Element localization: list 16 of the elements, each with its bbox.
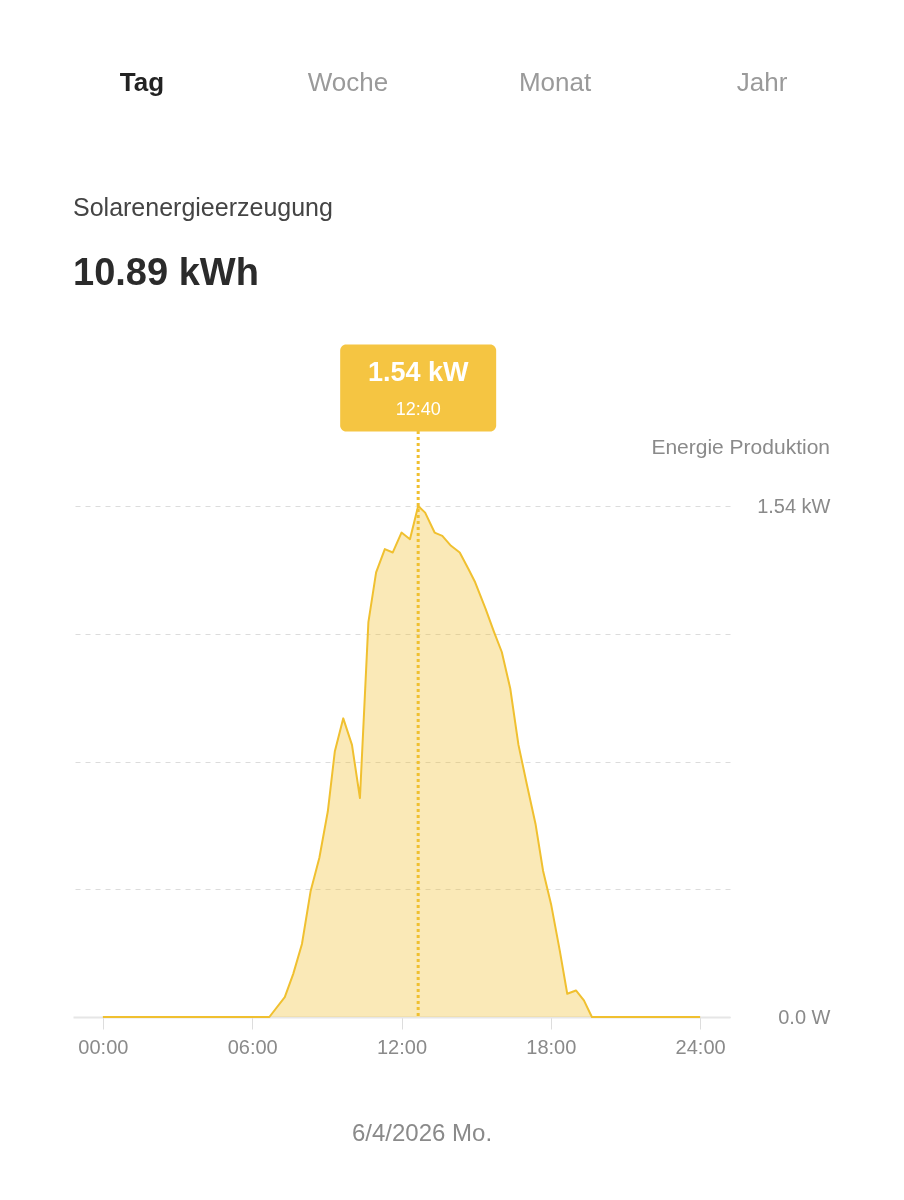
text: Tag [119, 67, 165, 97]
x-tick-label: 18:00 [526, 1035, 577, 1058]
text: Woche [307, 67, 389, 97]
chart-subtitle: 10.89 kWh [73, 251, 259, 293]
chart-title: Solarenergieerzeugung [73, 193, 333, 221]
text: Jahr [736, 67, 788, 97]
x-tick-label: 00:00 [78, 1035, 129, 1058]
x-tick-label: 12:00 [376, 1035, 428, 1058]
x-tick-label: 24:00 [675, 1035, 726, 1058]
text: 1.54 kW [367, 357, 469, 387]
text: 6/4/2026 Mo. [351, 1119, 493, 1146]
y-tick-label: 0.0 W [778, 1005, 831, 1028]
text: Monat [518, 67, 592, 97]
y-axis-title: Energie Produktion [651, 435, 830, 458]
text: 12:40 [395, 399, 441, 419]
x-tick-label: 06:00 [227, 1035, 278, 1058]
